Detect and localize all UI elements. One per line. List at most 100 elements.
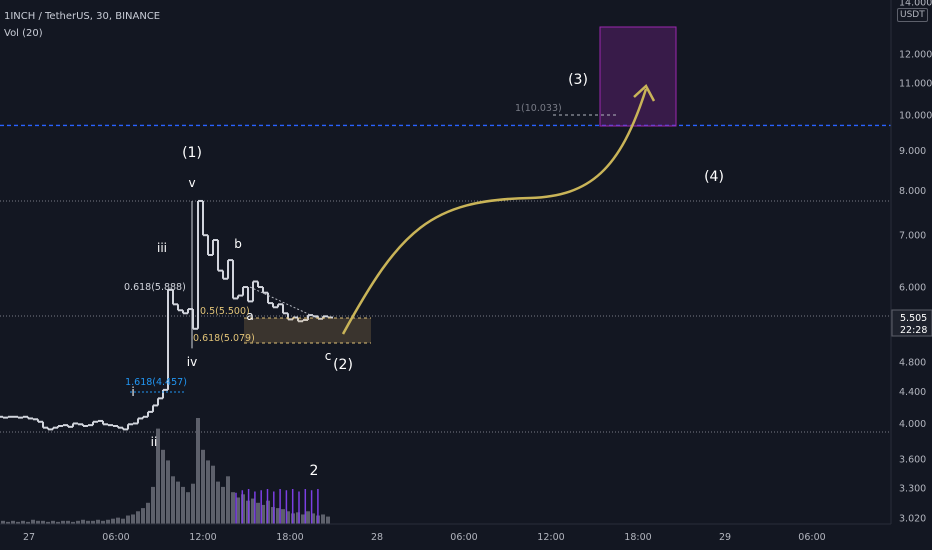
wave-1-label: (1) [182, 145, 202, 161]
symbol-title[interactable]: 1INCH / TetherUS, 30, BINANCE [4, 11, 161, 22]
projection-arrow[interactable] [341, 88, 648, 335]
volume-bar [161, 449, 165, 524]
volume-bar [56, 521, 60, 524]
volume-bar [251, 498, 255, 524]
time-axis[interactable]: 27 06:00 12:00 18:00 28 06:00 12:00 18:00 29 06:0… [0, 523, 891, 543]
volume-bar [201, 449, 205, 524]
wave-2-label: (2) [333, 357, 353, 373]
fib-0618-low-label: 0.618(5.079) [193, 333, 255, 344]
volume-bar [41, 520, 45, 524]
price-tick-label: 4.000 [899, 419, 926, 430]
volume-bar [136, 511, 140, 524]
volume-bar [181, 486, 185, 524]
time-tick-label: 06:00 [102, 532, 129, 543]
time-tick-label: 12:00 [189, 532, 216, 543]
volume-bar [166, 460, 170, 524]
price-tick-label: 7.000 [899, 231, 926, 242]
volume-bar [191, 483, 195, 524]
volume-bar [211, 465, 215, 524]
price-tick-label: 6.000 [899, 283, 926, 294]
sub-wave-v-label: v [188, 176, 195, 190]
price-tick-label: 8.000 [899, 186, 926, 197]
volume-bars [1, 418, 330, 524]
volume-bar [256, 502, 260, 524]
volume-bar [116, 517, 120, 524]
volume-bar [231, 492, 235, 524]
volume-bar [96, 519, 100, 524]
last-price-tag: 5.505 22:28 [891, 309, 932, 337]
volume-bar [131, 514, 135, 524]
price-tick-label: 4.800 [899, 358, 926, 369]
chart-legend: 1INCH / TetherUS, 30, BINANCE Vol (20) [4, 8, 160, 42]
volume-bar [261, 504, 265, 524]
volume-bar [111, 518, 115, 524]
volume-bar [226, 476, 230, 524]
price-tick-label: 12.000 [899, 49, 932, 60]
time-tick-label: 06:00 [798, 532, 825, 543]
currency-badge[interactable]: USDT [897, 8, 928, 22]
volume-bar [326, 516, 330, 524]
volume-bar [311, 513, 315, 524]
chart-drawings[interactable] [130, 26, 677, 393]
volume-bar [206, 460, 210, 524]
volume-bar [51, 520, 55, 524]
time-tick-label: 06:00 [450, 532, 477, 543]
wave-4-label: (4) [704, 169, 724, 185]
last-price-countdown: 22:28 [900, 325, 927, 336]
wave-3-label: (3) [568, 72, 588, 88]
price-tick-label: 3.300 [899, 484, 926, 495]
price-series [0, 199, 333, 431]
volume-bar [156, 428, 160, 524]
time-tick-label: 27 [23, 532, 35, 543]
volume-bar [186, 492, 190, 524]
volume-bar [306, 511, 310, 524]
volume-bar [86, 520, 90, 524]
volume-bar [236, 497, 240, 524]
volume-bar [26, 521, 30, 524]
correction-zone[interactable] [244, 318, 371, 343]
volume-bar [16, 521, 20, 524]
price-tick-label: 14.000 [899, 0, 932, 9]
volume-bar [66, 520, 70, 524]
price-tick-label: 3.020 [899, 514, 926, 525]
fib-05-label: 0.5(5.500) [200, 306, 250, 317]
volume-bar [6, 521, 10, 524]
volume-bar [121, 518, 125, 524]
volume-bar [321, 514, 325, 524]
price-tick-label: 9.000 [899, 146, 926, 157]
volume-bar [81, 519, 85, 524]
horizontal-levels [0, 124, 891, 433]
correction-b-label: b [234, 237, 242, 251]
volume-bar [101, 520, 105, 524]
volume-bar [176, 481, 180, 524]
volume-bar [271, 507, 275, 524]
price-axis[interactable]: 14.000 12.000 11.000 10.000 9.000 8.000 7.000 6… [890, 0, 932, 525]
volume-bar [281, 509, 285, 524]
sub-wave-iii-label: iii [157, 241, 167, 255]
volume-bar [196, 418, 200, 524]
volume-bar [146, 502, 150, 524]
volume-indicator-title[interactable]: Vol (20) [4, 28, 43, 39]
volume-bar [301, 514, 305, 524]
sub-wave-i-label: i [131, 385, 134, 399]
wave-guide-line-2 [249, 286, 321, 320]
price-tick-label: 4.400 [899, 387, 926, 398]
volume-bar [61, 520, 65, 524]
last-price-box [891, 309, 932, 337]
price-tick-label: 10.000 [899, 111, 932, 122]
correction-a-label: a [246, 309, 253, 323]
volume-bar [76, 520, 80, 524]
volume-bar [46, 521, 50, 524]
volume-bar [286, 511, 290, 524]
time-tick-label: 29 [719, 532, 731, 543]
wave-labels: (1) (2) (3) (4) i ii iii iv v a b c 2 1.… [124, 72, 724, 479]
volume-bar [106, 519, 110, 524]
volume-bar [276, 508, 280, 524]
projection-arrow-head [633, 83, 656, 102]
time-tick-label: 18:00 [276, 532, 303, 543]
time-tick-label: 12:00 [537, 532, 564, 543]
fib-0618-top-label: 0.618(5.888) [124, 282, 186, 293]
volume-bar [216, 481, 220, 524]
volume-bar [36, 520, 40, 524]
